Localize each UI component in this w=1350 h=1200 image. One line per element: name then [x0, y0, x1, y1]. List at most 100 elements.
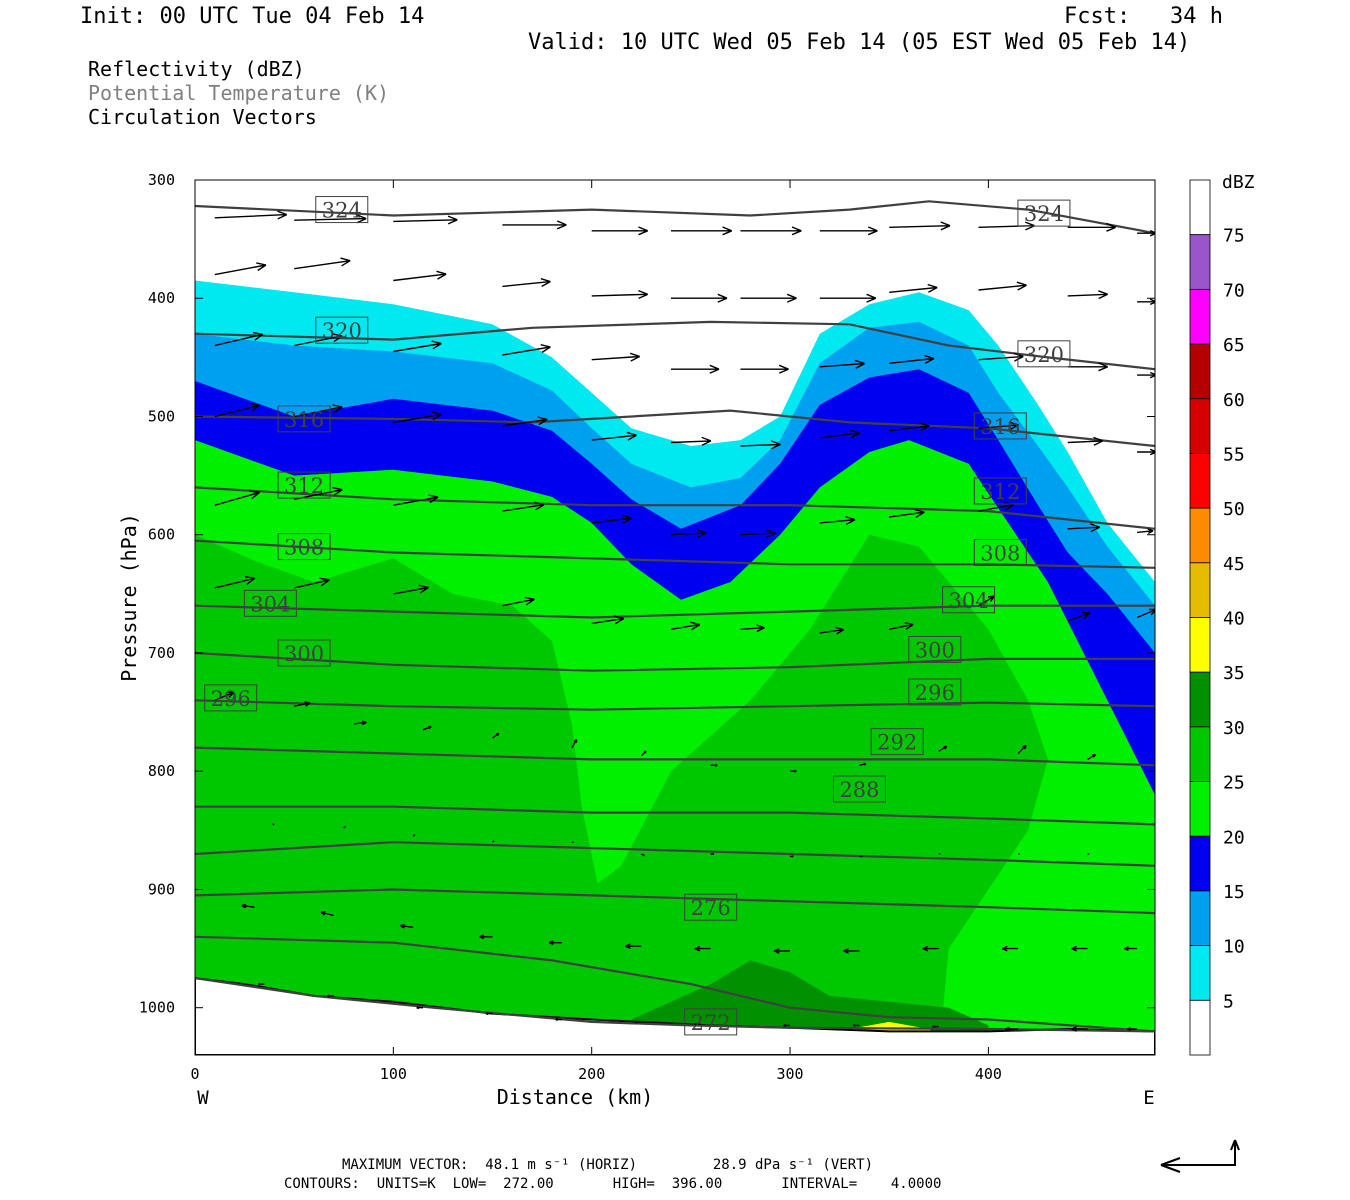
colorbar-swatch	[1189, 726, 1211, 782]
circulation-vector	[327, 994, 334, 998]
circulation-vector	[819, 626, 845, 635]
circulation-vector	[502, 344, 551, 356]
circulation-vector	[819, 359, 865, 369]
circulation-vector	[790, 769, 797, 773]
theta-contour-284	[195, 841, 1155, 867]
contours-note: CONTOURS: UNITS=K LOW= 272.00 HIGH= 396.…	[284, 1176, 942, 1192]
contour-label-text: 300	[284, 642, 324, 666]
y-tick-label: 500	[148, 407, 175, 425]
colorbar-tick-label: 45	[1223, 554, 1245, 575]
circulation-vector	[740, 440, 781, 450]
circulation-vector	[591, 226, 648, 236]
theta-contour-300	[195, 651, 1155, 672]
colorbar-swatch	[1189, 562, 1211, 618]
circulation-vector	[634, 1020, 642, 1024]
colorbar: 5 10 15 20 25 30 35 40 45 50 55 60 65 70 75 dBZ	[1189, 172, 1255, 1056]
circulation-vector	[502, 501, 545, 512]
contour-labels: 324 324 320 320 316 316 312 312 308 308 304 304 300 3…	[204, 196, 1071, 1036]
circulation-vector	[393, 340, 442, 353]
colorbar-swatch	[1189, 507, 1211, 564]
variable-label-theta: Potential Temperature (K)	[88, 81, 390, 105]
circulation-vector	[640, 750, 647, 757]
colorbar-tick-label: 15	[1223, 882, 1245, 903]
y-tick-label: 900	[148, 880, 175, 898]
circulation-vector	[819, 293, 877, 303]
circulation-vector	[1067, 222, 1116, 232]
circulation-vector	[889, 283, 938, 293]
circulation-vector	[214, 403, 261, 418]
y-tick-label: 800	[148, 762, 175, 780]
circulation-vector	[1067, 523, 1101, 533]
contour-label-box	[908, 635, 962, 663]
contour-label-text: 304	[949, 589, 989, 613]
theta-contour-272	[195, 977, 1155, 1033]
contour-label-box	[315, 316, 369, 344]
contour-label-324: 324	[315, 196, 369, 224]
valid-time: Valid: 10 UTC Wed 05 Feb 14 (05 EST Wed …	[528, 30, 1191, 55]
colorbar-swatch	[1189, 890, 1211, 947]
contour-label-text: 288	[839, 778, 879, 802]
contour-label-text: 272	[691, 1011, 731, 1035]
contour-label-text: 312	[284, 474, 324, 498]
circulation-vector	[1005, 1026, 1019, 1032]
contour-label-box	[832, 775, 886, 803]
colorbar-tick-label: 70	[1223, 280, 1245, 301]
circulation-vector	[889, 221, 951, 231]
theta-contour-308	[195, 539, 1155, 569]
circulation-vector	[978, 421, 1019, 431]
contour-label-text: 324	[322, 199, 362, 223]
contour-label-300: 300	[908, 635, 962, 663]
contour-label-box	[277, 471, 331, 499]
contour-label-box	[973, 538, 1027, 566]
colorbar-tick-label: 35	[1223, 663, 1245, 684]
contour-label-text: 320	[322, 319, 362, 343]
theta-contour-312	[195, 486, 1155, 530]
contour-label-box	[1017, 340, 1071, 368]
colorbar-tick-label: 10	[1223, 937, 1245, 958]
circulation-vector	[294, 701, 311, 707]
contour-label-308: 308	[973, 538, 1027, 566]
contour-label-text: 312	[980, 480, 1020, 504]
circulation-vector	[1127, 1027, 1138, 1031]
colorbar-swatch	[1189, 398, 1211, 454]
colorbar-swatch	[1189, 179, 1211, 236]
contour-label-312: 312	[973, 477, 1027, 505]
axes: 300 400 500 600 700 800 900 1000 0 100 200 300 400 W E…	[117, 171, 1155, 1109]
contour-label-text: 316	[284, 408, 324, 432]
circulation-vector	[1067, 290, 1108, 300]
circulation-vector	[1124, 946, 1138, 951]
circulation-vector	[889, 422, 930, 432]
circulation-vector	[694, 1022, 701, 1026]
circulation-vector	[502, 278, 551, 288]
circulation-vector	[353, 720, 367, 726]
contour-label-box	[973, 412, 1027, 440]
colorbar-swatch	[1189, 453, 1211, 509]
circulation-vector	[710, 763, 718, 767]
colorbar-swatch	[1189, 288, 1211, 345]
circulation-vectors	[214, 210, 1155, 1032]
circulation-vector	[294, 577, 330, 589]
contour-label-304: 304	[942, 586, 996, 614]
circulation-vector	[294, 257, 351, 270]
circulation-vector	[783, 1023, 790, 1027]
contour-label-316: 316	[277, 405, 331, 433]
circulation-vector	[241, 903, 255, 909]
contour-label-text: 296	[915, 681, 955, 705]
circulation-vector	[1137, 229, 1155, 237]
colorbar-swatch	[1189, 343, 1211, 400]
circulation-vector	[1067, 611, 1091, 622]
circulation-vector	[819, 429, 861, 439]
circulation-vector	[492, 732, 500, 739]
colorbar-tick-label: 5	[1223, 991, 1234, 1012]
plot-frame	[194, 179, 1156, 1056]
colorbar-tick-label: 75	[1223, 226, 1245, 247]
circulation-vector	[591, 431, 637, 441]
circulation-vector	[555, 1018, 562, 1022]
init-time: Init: 00 UTC Tue 04 Feb 14	[80, 4, 425, 29]
circulation-vector	[393, 584, 429, 595]
circulation-vector	[393, 494, 439, 506]
circulation-vector	[1001, 945, 1019, 952]
reflectivity-fills	[195, 280, 1155, 1055]
contour-label-text: 316	[980, 415, 1020, 439]
contour-label-text: 324	[1024, 202, 1064, 226]
